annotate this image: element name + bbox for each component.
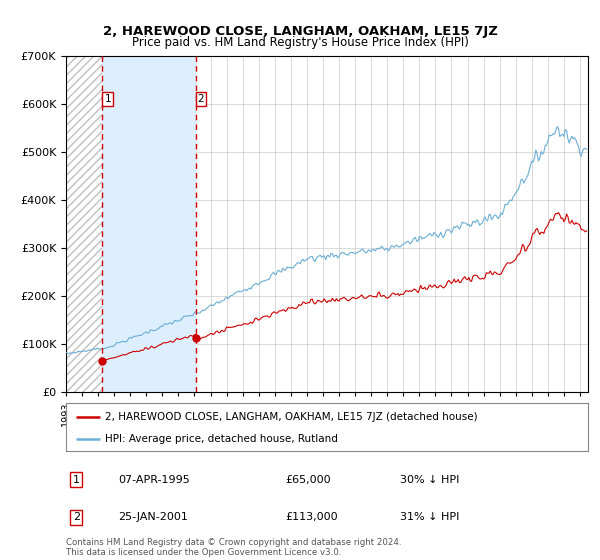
Text: Contains HM Land Registry data © Crown copyright and database right 2024.
This d: Contains HM Land Registry data © Crown c… [66,538,401,557]
Text: Price paid vs. HM Land Registry's House Price Index (HPI): Price paid vs. HM Land Registry's House … [131,36,469,49]
Text: HPI: Average price, detached house, Rutland: HPI: Average price, detached house, Rutl… [105,434,338,444]
Text: 30% ↓ HPI: 30% ↓ HPI [400,475,460,485]
Text: 2, HAREWOOD CLOSE, LANGHAM, OAKHAM, LE15 7JZ: 2, HAREWOOD CLOSE, LANGHAM, OAKHAM, LE15… [103,25,497,38]
Text: 1: 1 [73,475,80,485]
Text: £113,000: £113,000 [285,512,338,522]
Bar [66,56,103,392]
Text: 25-JAN-2001: 25-JAN-2001 [118,512,188,522]
Bar [103,56,196,392]
Text: 31% ↓ HPI: 31% ↓ HPI [400,512,460,522]
Text: 2, HAREWOOD CLOSE, LANGHAM, OAKHAM, LE15 7JZ (detached house): 2, HAREWOOD CLOSE, LANGHAM, OAKHAM, LE15… [105,412,478,422]
Text: 1: 1 [104,94,111,104]
Text: 2: 2 [197,94,204,104]
Text: 2: 2 [73,512,80,522]
Text: £65,000: £65,000 [285,475,331,485]
Text: 07-APR-1995: 07-APR-1995 [118,475,190,485]
